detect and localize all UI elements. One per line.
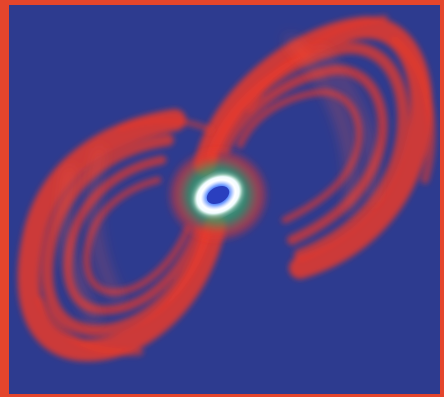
core-ring xyxy=(193,173,243,217)
lower-left-lobe xyxy=(17,109,226,362)
filament-streaks xyxy=(62,37,375,323)
upper-right-lobe xyxy=(194,15,436,279)
